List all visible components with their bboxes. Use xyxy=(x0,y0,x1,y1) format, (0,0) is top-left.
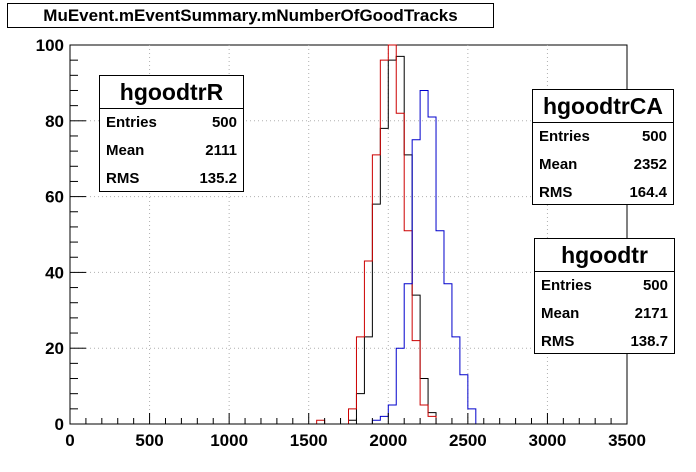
stats-rms-row: RMS 138.7 xyxy=(535,328,674,356)
x-tick-label: 3500 xyxy=(608,431,646,450)
stats-mean-row: Mean 2352 xyxy=(533,151,673,179)
stats-box-title: hgoodtr xyxy=(535,239,674,272)
stats-entries-row: Entries 500 xyxy=(535,272,674,300)
stats-label: Entries xyxy=(106,114,157,131)
stats-box-title: hgoodtrR xyxy=(100,76,243,109)
y-tick-label: 100 xyxy=(36,36,64,55)
stats-value: 2352 xyxy=(633,156,667,173)
x-tick-label: 2500 xyxy=(449,431,487,450)
stats-entries-row: Entries 500 xyxy=(533,123,673,151)
x-tick-label: 1500 xyxy=(290,431,328,450)
stats-value: 500 xyxy=(642,277,668,294)
stats-label: Entries xyxy=(539,128,590,145)
y-tick-label: 60 xyxy=(45,188,64,207)
x-tick-label: 0 xyxy=(65,431,74,450)
stats-value: 2111 xyxy=(205,142,237,159)
histogram-title: MuEvent.mEventSummary.mNumberOfGoodTrack… xyxy=(43,6,458,25)
axes xyxy=(69,44,628,425)
stats-box-hgoodtr: hgoodtr Entries 500 Mean 2171 RMS 138.7 xyxy=(534,238,675,354)
x-tick-label: 3000 xyxy=(529,431,567,450)
y-tick-labels: 0 20 40 60 80 100 xyxy=(36,36,64,434)
stats-label: Mean xyxy=(541,305,580,322)
x-tick-label: 500 xyxy=(135,431,163,450)
stats-value: 2171 xyxy=(634,305,668,322)
stats-box-hgoodtrR: hgoodtrR Entries 500 Mean 2111 RMS 135.2 xyxy=(99,75,244,192)
y-tick-label: 20 xyxy=(45,339,64,358)
histogram-title-box: MuEvent.mEventSummary.mNumberOfGoodTrack… xyxy=(7,3,494,28)
stats-rms-row: RMS 135.2 xyxy=(100,165,243,193)
x-tick-labels: 0 500 1000 1500 2000 2500 3000 3500 xyxy=(65,431,646,450)
stats-value: 500 xyxy=(641,128,667,145)
stats-label: Mean xyxy=(106,142,145,159)
stats-mean-row: Mean 2111 xyxy=(100,137,243,165)
stats-box-title: hgoodtrCA xyxy=(533,90,673,123)
stats-value: 164.4 xyxy=(629,184,667,201)
stats-box-hgoodtrCA: hgoodtrCA Entries 500 Mean 2352 RMS 164.4 xyxy=(532,89,674,205)
stats-label: RMS xyxy=(106,170,140,187)
y-tick-label: 40 xyxy=(45,263,64,282)
x-tick-label: 2000 xyxy=(369,431,407,450)
stats-rms-row: RMS 164.4 xyxy=(533,179,673,207)
stats-label: Mean xyxy=(539,156,578,173)
stats-mean-row: Mean 2171 xyxy=(535,300,674,328)
stats-value: 135.2 xyxy=(199,170,237,187)
x-tick-label: 1000 xyxy=(210,431,248,450)
y-tick-label: 0 xyxy=(55,415,64,434)
stats-value: 138.7 xyxy=(630,333,668,350)
stats-entries-row: Entries 500 xyxy=(100,109,243,137)
stats-label: Entries xyxy=(541,277,592,294)
stats-value: 500 xyxy=(211,114,237,131)
y-tick-label: 80 xyxy=(45,112,64,131)
stats-label: RMS xyxy=(541,333,575,350)
stats-label: RMS xyxy=(539,184,573,201)
